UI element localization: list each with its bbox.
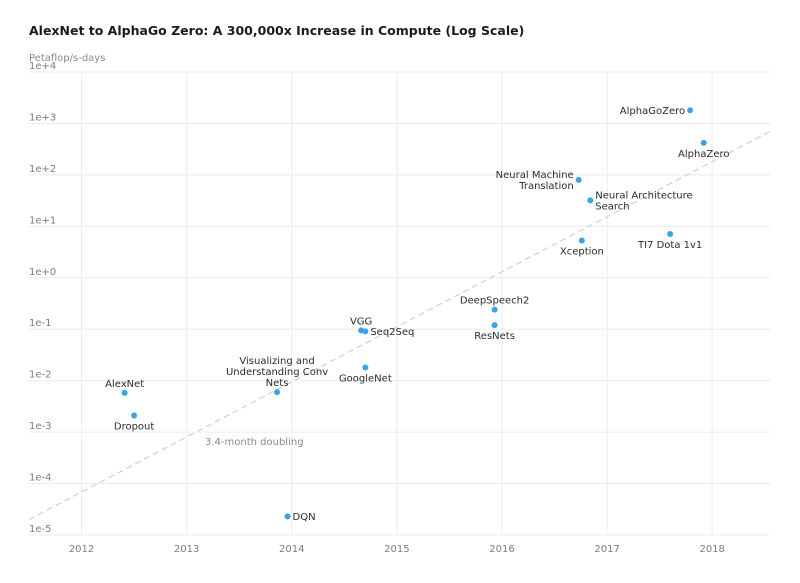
x-tick-label: 2014: [279, 544, 304, 555]
point-alphagozero: [687, 107, 694, 114]
label-seq2seq: Seq2Seq: [370, 327, 414, 338]
label-vgg: VGG: [350, 316, 372, 327]
x-tick-label: 2016: [489, 544, 514, 555]
x-tick-label: 2013: [174, 544, 199, 555]
label-dqn: DQN: [293, 512, 316, 523]
point-resnets: [491, 322, 498, 329]
y-tick-label: 1e-4: [29, 473, 52, 484]
y-tick-label: 1e-5: [29, 524, 52, 535]
label-neural-architecture-search: Neural Architecture Search: [595, 190, 692, 212]
point-dqn: [284, 513, 291, 520]
point-ti7-dota-1v1: [667, 230, 674, 237]
chart-title: AlexNet to AlphaGo Zero: A 300,000x Incr…: [29, 23, 525, 38]
y-tick-label: 1e+2: [29, 164, 56, 175]
point-neural-architecture-search: [587, 197, 594, 204]
label-visualizing-and-understanding-conv-nets: Visualizing and Understanding Conv Nets: [226, 356, 328, 389]
y-tick-label: 1e+1: [29, 215, 56, 226]
label-alexnet: AlexNet: [105, 379, 144, 390]
y-tick-label: 1e+3: [29, 112, 56, 123]
label-resnets: ResNets: [474, 331, 515, 342]
label-neural-machine-translation: Neural Machine Translation: [496, 170, 574, 192]
y-axis-unit-label: Petaflop/s-days: [29, 53, 105, 64]
point-visualizing-and-understanding-conv-nets: [274, 389, 281, 396]
y-tick-label: 1e-3: [29, 421, 52, 432]
point-alexnet: [121, 389, 128, 396]
point-neural-machine-translation: [575, 176, 582, 183]
trend-layer: 3.4-month doubling: [28, 130, 771, 521]
y-tick-label: 1e-1: [29, 318, 52, 329]
label-xception: Xception: [560, 247, 604, 258]
label-alphagozero: AlphaGoZero: [620, 106, 685, 117]
point-deepspeech2: [491, 306, 498, 313]
x-tick-label: 2015: [384, 544, 409, 555]
label-googlenet: GoogleNet: [339, 374, 392, 385]
tick-labels: 1e+4 1e+3 1e+2 1e+1 1e+0 1e-1 1e-2 1e-3 1e-4 1e-5…: [29, 61, 725, 555]
grid: [29, 71, 770, 536]
point-seq2seq: [362, 328, 369, 335]
point-alphazero: [700, 139, 707, 146]
y-tick-label: 1e-2: [29, 370, 52, 381]
x-tick-label: 2017: [594, 544, 619, 555]
label-alphazero: AlphaZero: [678, 149, 729, 160]
y-tick-label: 1e+0: [29, 267, 56, 278]
label-dropout: Dropout: [114, 422, 155, 433]
point-dropout: [131, 412, 138, 419]
point-xception: [578, 237, 585, 244]
data-points: [121, 107, 707, 520]
x-tick-label: 2018: [699, 544, 724, 555]
point-googlenet: [362, 364, 369, 371]
trend-label: 3.4-month doubling: [205, 437, 304, 448]
label-ti7-dota-1v1: TI7 Dota 1v1: [637, 240, 702, 251]
label-deepspeech2: DeepSpeech2: [460, 296, 530, 307]
y-tick-label: 1e+4: [29, 61, 56, 72]
x-tick-label: 2012: [69, 544, 94, 555]
point-labels: AlexNet Dropout Visualizing and Understandi…: [105, 106, 729, 523]
